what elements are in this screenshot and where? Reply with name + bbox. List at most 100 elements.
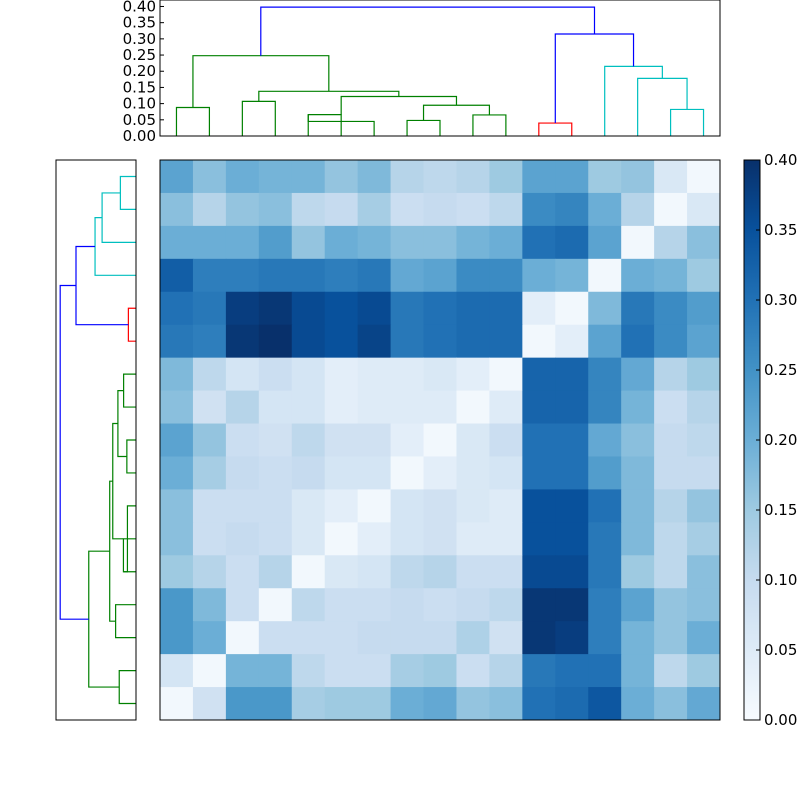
heatmap-cell xyxy=(225,225,260,260)
heatmap-cell xyxy=(258,160,293,194)
heatmap-cell xyxy=(687,621,721,655)
heatmap-cell xyxy=(456,423,490,457)
left-dendrogram-link xyxy=(122,538,136,573)
heatmap-cell xyxy=(489,423,523,457)
heatmap-cell xyxy=(160,225,194,260)
heatmap-cell xyxy=(324,654,359,688)
heatmap-cell xyxy=(654,423,688,457)
heatmap-cell xyxy=(192,654,227,688)
heatmap-cell xyxy=(588,555,622,589)
heatmap-cell xyxy=(192,258,227,293)
heatmap-cell xyxy=(291,225,326,260)
heatmap-cell xyxy=(324,588,359,622)
heatmap-cell xyxy=(456,489,490,523)
left-dendrogram-link xyxy=(59,284,89,620)
heatmap-cell xyxy=(588,423,622,457)
heatmap-cell xyxy=(456,258,490,293)
heatmap-cell xyxy=(258,423,293,457)
heatmap-cell xyxy=(687,456,721,490)
heatmap-cell xyxy=(390,687,425,721)
heatmap-cell xyxy=(192,555,227,589)
heatmap-cell xyxy=(687,291,721,326)
heatmap-cell xyxy=(160,621,194,655)
heatmap-cell xyxy=(654,489,688,523)
left-dendrogram-link xyxy=(123,505,136,573)
heatmap-cell xyxy=(456,588,490,622)
heatmap-cell xyxy=(687,654,721,688)
heatmap-cell xyxy=(357,522,392,556)
heatmap-cell xyxy=(160,555,194,589)
heatmap-cell xyxy=(258,654,293,688)
heatmap-cell xyxy=(588,621,622,655)
heatmap-cell xyxy=(324,160,359,194)
heatmap-cell xyxy=(423,654,457,688)
heatmap-cell xyxy=(291,291,326,326)
top-dendrogram-frame xyxy=(159,0,721,137)
heatmap-cell xyxy=(489,555,523,589)
heatmap-cell xyxy=(621,522,655,556)
colorbar-tick-label: 0.15 xyxy=(764,501,797,519)
top-dendrogram-link xyxy=(472,114,507,136)
heatmap-cell xyxy=(324,291,359,326)
heatmap-cell xyxy=(324,258,359,293)
heatmap-cell xyxy=(160,192,194,227)
heatmap-cell xyxy=(423,588,457,622)
left-dendrogram-link xyxy=(112,422,124,540)
heatmap-cell xyxy=(456,621,490,655)
heatmap-cell xyxy=(555,324,589,359)
heatmap-cell xyxy=(621,192,655,227)
heatmap-cell xyxy=(555,654,589,688)
heatmap-cell xyxy=(555,522,589,556)
heatmap-cell xyxy=(423,291,457,326)
heatmap-cell xyxy=(555,456,589,490)
heatmap-cell xyxy=(357,291,392,326)
heatmap-cell xyxy=(258,555,293,589)
top-dendrogram-link xyxy=(175,106,211,136)
heatmap-cell xyxy=(160,456,194,490)
heatmap-cell xyxy=(654,357,688,392)
colorbar-tick-label: 0.30 xyxy=(764,291,797,309)
heatmap-cell xyxy=(192,522,227,556)
heatmap-cell xyxy=(160,324,194,359)
heatmap-cell xyxy=(588,291,622,326)
heatmap-cell xyxy=(258,390,293,425)
heatmap-cell xyxy=(654,654,688,688)
heatmap-cell xyxy=(621,390,655,425)
heatmap-cell xyxy=(522,621,556,655)
heatmap-cell xyxy=(489,258,523,293)
heatmap-cell xyxy=(390,225,425,260)
top-dendrogram-link xyxy=(260,6,596,56)
heatmap-cell xyxy=(160,687,194,721)
heatmap-cell xyxy=(357,555,392,589)
heatmap-cell xyxy=(423,192,457,227)
colorbar-tick-label: 0.35 xyxy=(764,221,797,239)
heatmap-cell xyxy=(357,423,392,457)
colorbar-tick-label: 0.05 xyxy=(764,641,797,659)
heatmap-cell xyxy=(357,160,392,194)
heatmap-cell xyxy=(160,390,194,425)
heatmap-cell xyxy=(555,489,589,523)
heatmap-cell xyxy=(555,390,589,425)
heatmap-cell xyxy=(390,621,425,655)
heatmap-cell xyxy=(489,390,523,425)
top-dendrogram-link xyxy=(307,114,375,136)
left-dendrogram-link xyxy=(115,604,136,639)
heatmap-cell xyxy=(423,357,457,392)
heatmap-cell xyxy=(522,390,556,425)
heatmap-cell xyxy=(423,160,457,194)
left-dendrogram-link xyxy=(126,439,136,474)
heatmap-cell xyxy=(456,357,490,392)
heatmap-cell xyxy=(357,621,392,655)
heatmap-cell xyxy=(324,357,359,392)
heatmap-cell xyxy=(192,687,227,721)
heatmap-cell xyxy=(423,423,457,457)
top-dendrogram-link xyxy=(538,122,573,136)
colorbar-tick-label: 0.10 xyxy=(764,571,797,589)
heatmap-cell xyxy=(192,324,227,359)
heatmap-cell xyxy=(291,654,326,688)
heatmap-cell xyxy=(654,258,688,293)
colorbar-tick-label: 0.00 xyxy=(764,711,797,729)
heatmap-cell xyxy=(192,456,227,490)
top-dendrogram-link xyxy=(554,33,635,124)
heatmap-cell xyxy=(423,456,457,490)
